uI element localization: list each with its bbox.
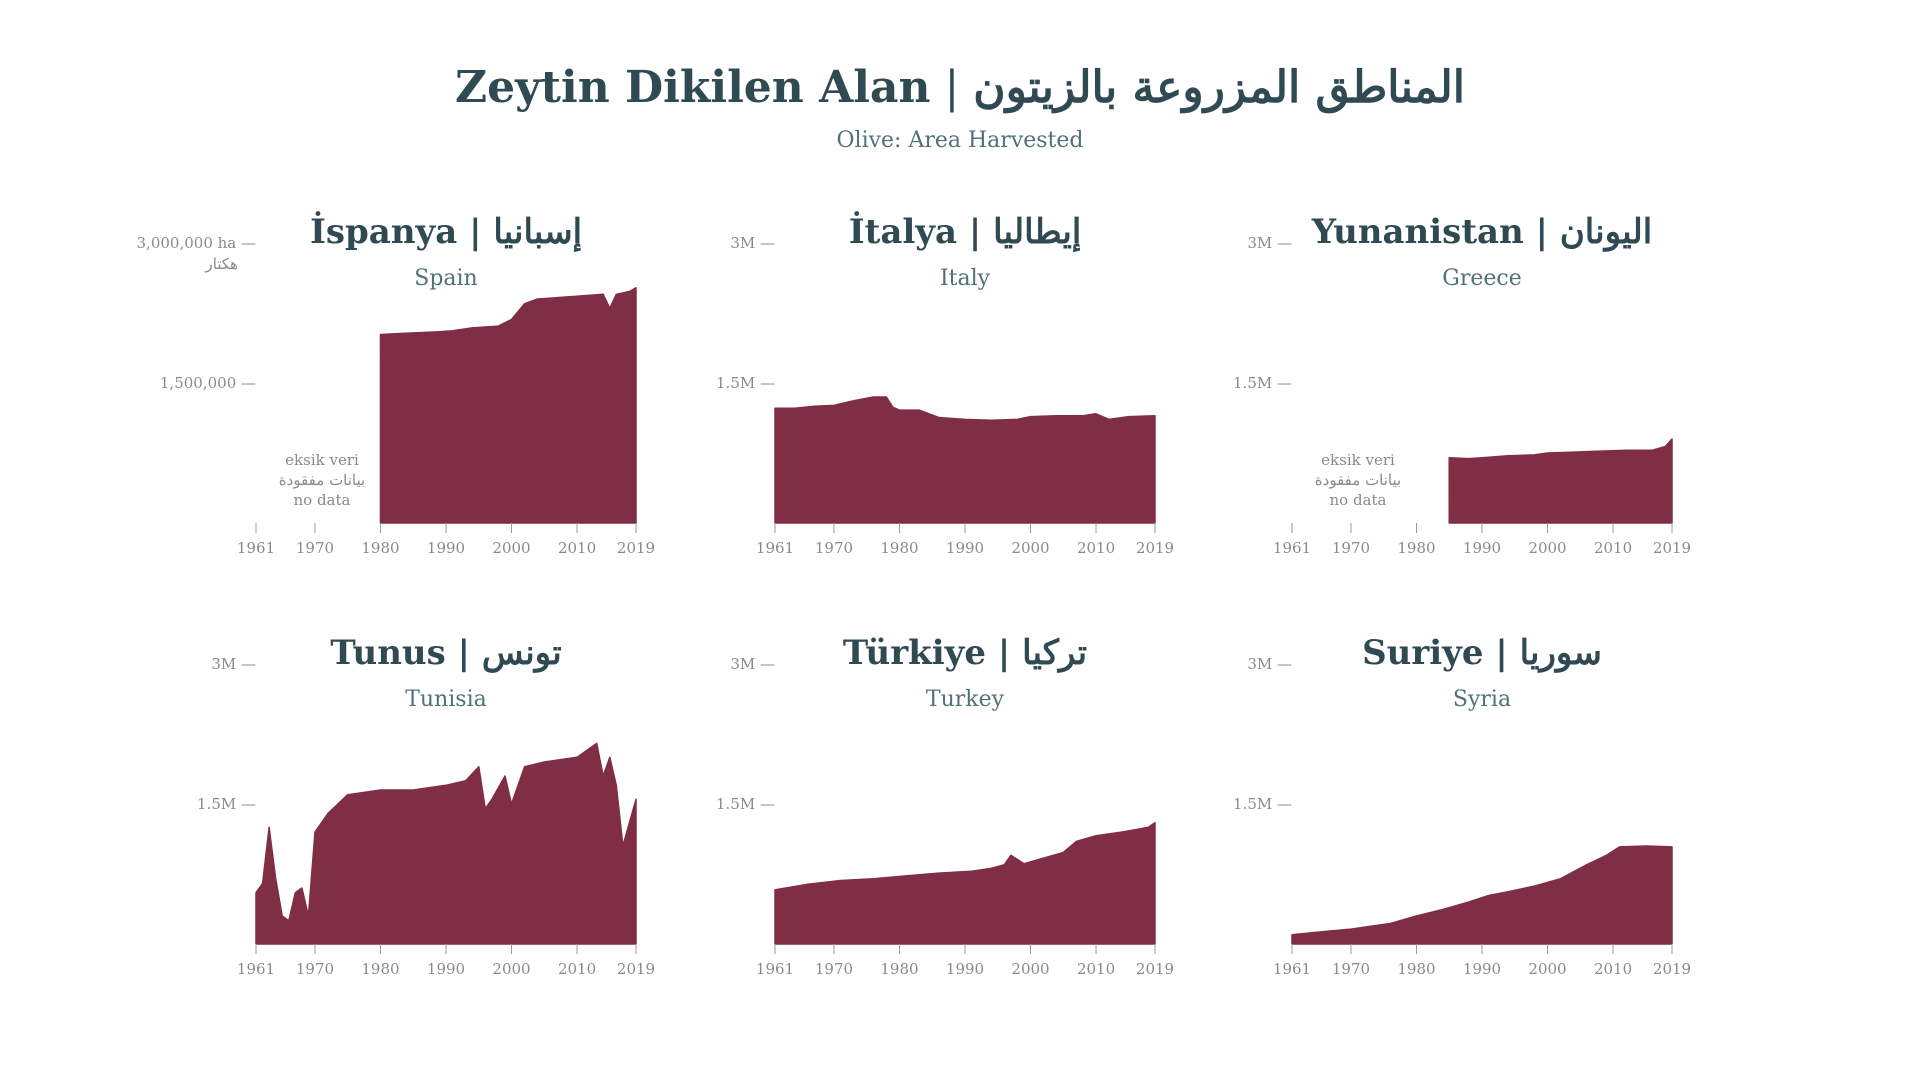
x-tick-label: 2019: [617, 960, 655, 978]
x-tick-label: 2000: [1528, 539, 1566, 557]
area-series: [255, 742, 637, 945]
x-tick-label: 1970: [1332, 539, 1370, 557]
x-tick-label: 2000: [1528, 960, 1566, 978]
x-tick-label: 1990: [427, 539, 465, 557]
y-tick-label: 3,000,000 ha —: [137, 234, 256, 252]
x-tick-label: 1980: [361, 539, 399, 557]
y-tick-label: 3M —: [1247, 234, 1292, 252]
area-series: [1448, 438, 1673, 524]
x-tick-label: 1990: [427, 960, 465, 978]
panel-subtitle: Spain: [414, 266, 477, 291]
main-title-latin: Zeytin Dikilen Alan: [454, 62, 931, 113]
area-series: [774, 821, 1156, 945]
y-tick-label: 1.5M —: [716, 374, 775, 392]
y-tick-label: 1.5M —: [716, 795, 775, 813]
main-title-arabic: المناطق المزروعة بالزيتون: [973, 62, 1465, 113]
y-tick-label: 3M —: [730, 655, 775, 673]
x-tick-label: 1990: [946, 539, 984, 557]
panel-subtitle: Turkey: [926, 687, 1005, 712]
panel-title: İtalya | إيطاليا: [849, 211, 1082, 252]
chart-panel-syria: Suriye | سوريا Syria 3M — 1.5M — 1961 1970 198…: [1233, 633, 1691, 978]
panel-title: Suriye | سوريا: [1362, 633, 1602, 673]
main-title-separator: |: [944, 62, 960, 113]
x-tick-label: 2010: [558, 960, 596, 978]
no-data-label: بيانات مفقودة: [279, 471, 365, 489]
no-data-label: no data: [1330, 491, 1387, 509]
y-tick-label: 3M —: [1247, 655, 1292, 673]
panel-subtitle: Italy: [940, 266, 991, 291]
panel-title: Türkiye | تركيا: [843, 633, 1087, 673]
y-tick-label: 3M —: [730, 234, 775, 252]
y-tick-label: 1,500,000 —: [160, 374, 256, 392]
no-data-label: بيانات مفقودة: [1315, 471, 1401, 489]
chart-panel-italy: İtalya | إيطاليا Italy 3M — 1.5M — 1961 1970 1…: [716, 211, 1174, 557]
x-tick-label: 1970: [296, 539, 334, 557]
area-series: [379, 287, 637, 524]
x-tick-label: 2000: [1011, 960, 1049, 978]
panel-subtitle: Syria: [1453, 687, 1511, 712]
x-tick-label: 2010: [558, 539, 596, 557]
x-tick-label: 1980: [361, 960, 399, 978]
x-tick-label: 1970: [1332, 960, 1370, 978]
x-tick-label: 1961: [1273, 539, 1311, 557]
x-tick-label: 1980: [1397, 539, 1435, 557]
x-tick-label: 1970: [815, 539, 853, 557]
x-tick-label: 1961: [1273, 960, 1311, 978]
x-tick-label: 2019: [1653, 539, 1691, 557]
panel-title: Tunus | تونس: [330, 633, 561, 673]
y-tick-label: 1.5M —: [1233, 795, 1292, 813]
main-title: Zeytin Dikilen Alan | المناطق المزروعة بال…: [0, 62, 1920, 113]
panel-title: İspanya | إسبانيا: [310, 211, 582, 252]
no-data-label: no data: [294, 491, 351, 509]
y-tick-label: 1.5M —: [1233, 374, 1292, 392]
x-tick-label: 1961: [237, 539, 275, 557]
x-tick-label: 1980: [1397, 960, 1435, 978]
panel-subtitle: Greece: [1442, 266, 1521, 291]
chart-panel-spain: İspanya | إسبانيا Spain 3,000,000 ha — 1,50…: [137, 211, 656, 557]
x-tick-label: 1990: [1463, 960, 1501, 978]
x-tick-label: 2019: [1653, 960, 1691, 978]
x-tick-label: 2000: [1011, 539, 1049, 557]
chart-panel-tunisia: Tunus | تونس Tunisia 3M — 1.5M — 1961 1970 198…: [197, 633, 655, 978]
area-series: [1291, 845, 1673, 945]
y-tick-label: 1.5M —: [197, 795, 256, 813]
x-tick-label: 2019: [1136, 539, 1174, 557]
x-tick-label: 1990: [1463, 539, 1501, 557]
x-tick-label: 1970: [296, 960, 334, 978]
area-series: [774, 396, 1156, 524]
no-data-label: eksik veri: [285, 451, 359, 469]
x-tick-label: 2019: [1136, 960, 1174, 978]
chart-panel-turkey: Türkiye | تركيا Turkey 3M — 1.5M — 1961 1970 1…: [716, 633, 1174, 978]
x-tick-label: 2000: [492, 539, 530, 557]
chart-panel-greece: Yunanistan | اليونان Greece 3M — 1.5M — 1961…: [1233, 212, 1691, 557]
x-tick-label: 2010: [1077, 539, 1115, 557]
x-tick-label: 2010: [1594, 960, 1632, 978]
x-tick-label: 2010: [1077, 960, 1115, 978]
main-subtitle: Olive: Area Harvested: [836, 128, 1084, 153]
x-tick-label: 1961: [756, 539, 794, 557]
x-tick-label: 1961: [237, 960, 275, 978]
x-tick-label: 2019: [617, 539, 655, 557]
x-tick-label: 1990: [946, 960, 984, 978]
y-unit-label: هكتار: [204, 255, 238, 273]
x-tick-label: 1970: [815, 960, 853, 978]
x-tick-label: 1980: [880, 960, 918, 978]
x-tick-label: 1980: [880, 539, 918, 557]
panel-title: Yunanistan | اليونان: [1311, 212, 1652, 252]
y-tick-label: 3M —: [211, 655, 256, 673]
x-tick-label: 2010: [1594, 539, 1632, 557]
x-tick-label: 2000: [492, 960, 530, 978]
panel-subtitle: Tunisia: [405, 687, 487, 712]
no-data-label: eksik veri: [1321, 451, 1395, 469]
x-tick-label: 1961: [756, 960, 794, 978]
